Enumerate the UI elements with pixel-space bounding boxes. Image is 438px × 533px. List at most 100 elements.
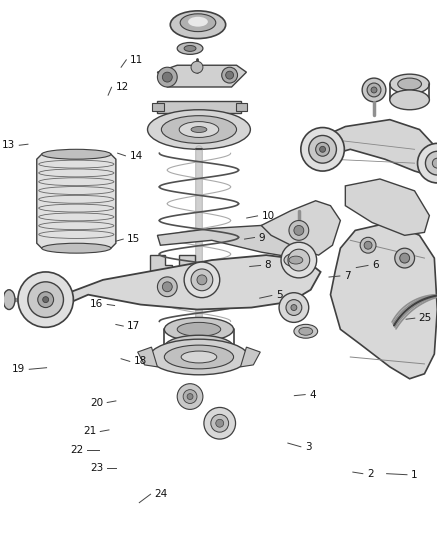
Text: 8: 8 [265,261,271,270]
Circle shape [197,275,207,285]
Circle shape [291,304,297,311]
Ellipse shape [284,253,308,267]
Circle shape [162,72,172,82]
Circle shape [226,71,233,79]
Circle shape [371,87,377,93]
Polygon shape [331,222,437,379]
Circle shape [28,282,64,318]
Ellipse shape [299,327,313,335]
Circle shape [42,297,49,303]
Circle shape [395,248,414,268]
Text: 15: 15 [127,234,141,244]
Text: 3: 3 [305,442,311,452]
Circle shape [400,253,410,263]
Circle shape [153,290,161,298]
Ellipse shape [180,14,216,31]
Circle shape [204,407,236,439]
Circle shape [179,287,195,303]
Ellipse shape [42,243,111,253]
Text: 4: 4 [309,390,316,400]
Text: 7: 7 [344,271,350,281]
Ellipse shape [294,325,318,338]
Ellipse shape [149,339,248,375]
Polygon shape [149,255,172,295]
Ellipse shape [390,74,429,94]
Circle shape [211,414,229,432]
Polygon shape [179,255,202,295]
Text: 12: 12 [116,82,129,92]
Text: 22: 22 [70,445,83,455]
Polygon shape [152,103,164,111]
Circle shape [364,241,372,249]
Text: 23: 23 [90,463,103,473]
Circle shape [184,262,220,297]
Circle shape [157,277,177,297]
Ellipse shape [179,122,219,138]
Ellipse shape [42,149,111,159]
Circle shape [289,221,309,240]
Text: 9: 9 [258,232,265,243]
Polygon shape [157,101,241,112]
Text: 17: 17 [127,321,141,331]
Ellipse shape [184,45,196,51]
Circle shape [191,269,213,290]
Circle shape [183,290,191,298]
Circle shape [288,249,310,271]
Text: 13: 13 [2,140,15,150]
Circle shape [362,78,386,102]
Polygon shape [37,154,116,248]
Circle shape [222,67,237,83]
Circle shape [425,151,438,175]
Circle shape [149,287,165,303]
Circle shape [183,390,197,403]
Polygon shape [157,225,318,260]
Text: 25: 25 [419,313,432,323]
Text: 18: 18 [134,357,147,366]
Text: 14: 14 [129,151,143,161]
Circle shape [294,225,304,236]
Circle shape [157,67,177,87]
Ellipse shape [170,11,226,38]
Text: 6: 6 [372,261,378,270]
Circle shape [417,143,438,183]
Polygon shape [240,347,260,367]
Text: 2: 2 [367,469,373,479]
Polygon shape [236,103,247,111]
Circle shape [177,384,203,409]
Circle shape [162,282,172,292]
Ellipse shape [3,290,15,310]
Circle shape [38,292,53,308]
Circle shape [360,237,376,253]
Polygon shape [138,347,157,367]
Circle shape [187,393,193,400]
Circle shape [316,142,329,156]
Circle shape [281,243,317,278]
Ellipse shape [181,351,217,363]
Circle shape [432,158,438,168]
Ellipse shape [164,318,233,341]
Text: 16: 16 [90,300,103,310]
Ellipse shape [188,17,208,27]
Ellipse shape [289,256,303,264]
Ellipse shape [161,116,237,143]
Circle shape [191,61,203,73]
Circle shape [301,127,344,171]
Ellipse shape [164,345,233,369]
Polygon shape [261,201,340,255]
Ellipse shape [177,43,203,54]
Ellipse shape [148,110,251,149]
Polygon shape [157,65,247,87]
Ellipse shape [177,322,221,336]
Text: 19: 19 [12,364,25,374]
Ellipse shape [164,335,233,359]
Circle shape [367,83,381,97]
Text: 10: 10 [261,211,275,221]
Circle shape [309,135,336,163]
Text: 20: 20 [90,398,103,408]
Text: 11: 11 [130,55,144,65]
Circle shape [216,419,224,427]
Polygon shape [317,119,438,176]
Circle shape [18,272,73,327]
Text: 21: 21 [83,426,96,437]
Polygon shape [34,255,321,310]
